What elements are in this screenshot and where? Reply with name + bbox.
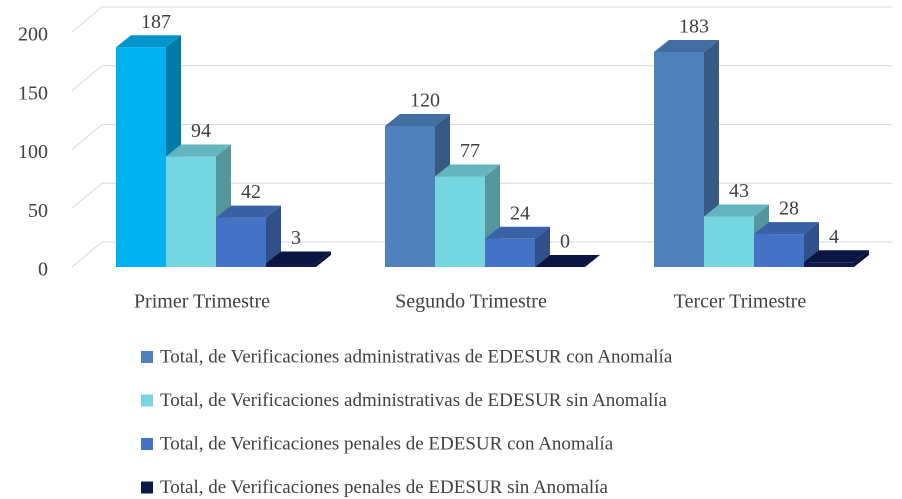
bar — [754, 234, 804, 267]
bar — [116, 47, 166, 268]
bar-side — [854, 250, 869, 267]
bar-side — [535, 226, 550, 267]
data-label: 3 — [291, 227, 301, 249]
y-tick-label: 100 — [18, 141, 48, 163]
bar — [385, 126, 435, 267]
data-label: 4 — [829, 226, 839, 248]
y-tick-label: 0 — [38, 259, 48, 281]
bar-top — [485, 226, 550, 239]
bar-top — [166, 144, 231, 157]
bar-top — [654, 39, 719, 52]
legend-label: Total, de Verificaciones administrativas… — [160, 390, 668, 411]
data-label: 77 — [460, 140, 480, 162]
legend-swatch — [141, 481, 153, 494]
x-tick-label: Primer Trimestre — [134, 291, 270, 313]
data-label: 43 — [729, 180, 749, 202]
legend-swatch — [141, 351, 153, 363]
y-tick-label: 150 — [18, 82, 48, 104]
bar-top — [385, 114, 450, 126]
data-label: 183 — [679, 16, 709, 38]
bar-top — [435, 164, 500, 177]
data-label: 94 — [191, 120, 211, 142]
bar-top — [116, 35, 181, 48]
grid-line — [71, 65, 103, 92]
legend-label: Total, de Verificaciones penales de EDES… — [160, 433, 614, 454]
data-label: 24 — [510, 202, 530, 224]
x-tick-label: Tercer Trimestre — [674, 291, 807, 313]
data-label: 187 — [141, 11, 171, 33]
bar — [654, 51, 704, 267]
data-label: 120 — [410, 90, 440, 112]
legend-label: Total, de Verificaciones administrativas… — [160, 346, 673, 367]
bar — [166, 156, 216, 267]
legend-swatch — [141, 394, 153, 407]
x-tick-label: Segundo Trimestre — [395, 291, 547, 313]
bar — [216, 217, 266, 267]
bar-top — [704, 204, 769, 217]
bar-top — [266, 251, 331, 264]
grid-line — [71, 241, 103, 268]
data-label: 28 — [779, 198, 799, 220]
bar — [435, 176, 485, 267]
y-tick-label: 50 — [28, 200, 48, 222]
grid-line — [71, 6, 103, 33]
bar-top — [535, 255, 600, 267]
bar-top — [216, 205, 281, 218]
bar-side — [266, 205, 281, 267]
bar — [485, 238, 535, 267]
bar — [804, 262, 854, 267]
bar-top — [754, 222, 819, 235]
grid-line — [71, 124, 103, 150]
legend-swatch — [141, 438, 153, 450]
y-tick-label: 200 — [18, 24, 48, 46]
data-label: 0 — [560, 231, 570, 253]
legend-label: Total, de Verificaciones penales de EDES… — [160, 477, 608, 498]
grid-line — [71, 182, 103, 209]
data-label: 42 — [241, 181, 261, 203]
bar — [704, 216, 754, 267]
bar-top — [804, 250, 869, 263]
bar-side — [316, 251, 331, 267]
bar — [266, 263, 316, 267]
